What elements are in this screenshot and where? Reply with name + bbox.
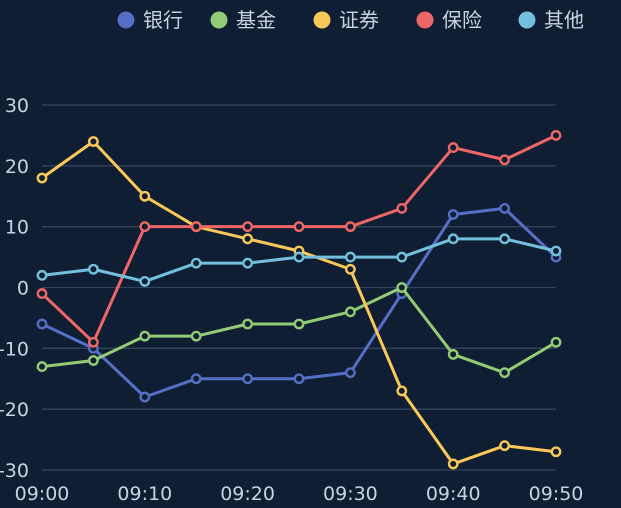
series-lines xyxy=(36,130,562,470)
data-point[interactable] xyxy=(499,233,510,245)
x-tick-label: 09:50 xyxy=(529,483,584,505)
data-point[interactable] xyxy=(447,233,459,245)
data-point[interactable] xyxy=(242,373,254,385)
legend-item[interactable]: 基金 xyxy=(210,8,277,32)
data-point[interactable] xyxy=(36,269,48,281)
y-tick-label: 0 xyxy=(17,278,29,300)
y-tick-label: -30 xyxy=(0,460,29,482)
series-保险 xyxy=(36,130,562,348)
data-point[interactable] xyxy=(396,282,408,293)
y-tick-label: -10 xyxy=(0,338,29,360)
legend-item[interactable]: 证券 xyxy=(313,8,380,32)
data-point[interactable] xyxy=(88,336,99,348)
data-point[interactable] xyxy=(242,233,254,245)
series-其他 xyxy=(36,233,562,287)
data-point[interactable] xyxy=(139,276,151,287)
y-tick-label: 20 xyxy=(5,156,29,178)
series-证券 xyxy=(36,136,562,470)
x-tick-label: 09:00 xyxy=(15,483,70,505)
data-point[interactable] xyxy=(293,373,305,385)
data-point[interactable] xyxy=(293,318,305,330)
data-point[interactable] xyxy=(344,367,356,379)
data-point[interactable] xyxy=(550,130,562,141)
legend-marker-icon xyxy=(518,11,536,29)
data-point[interactable] xyxy=(447,142,459,153)
data-point[interactable] xyxy=(550,245,562,257)
legend-marker-icon xyxy=(313,11,331,29)
data-point[interactable] xyxy=(139,190,151,202)
series-line xyxy=(40,286,558,375)
data-point[interactable] xyxy=(88,136,99,147)
series-银行 xyxy=(36,203,562,403)
data-point[interactable] xyxy=(344,263,356,275)
data-point[interactable] xyxy=(499,440,510,452)
legend-label: 保险 xyxy=(442,8,482,32)
legend[interactable]: 银行 基金 证券 保险 其他 xyxy=(117,8,585,32)
x-tick-label: 09:10 xyxy=(117,483,172,505)
data-point[interactable] xyxy=(242,221,254,233)
data-point[interactable] xyxy=(447,349,459,360)
data-point[interactable] xyxy=(36,361,48,372)
data-point[interactable] xyxy=(396,203,408,214)
x-tick-label: 09:30 xyxy=(323,483,378,505)
series-line xyxy=(40,140,558,466)
legend-label: 银行 xyxy=(143,8,183,32)
series-基金 xyxy=(36,282,562,379)
data-point[interactable] xyxy=(550,336,562,348)
data-point[interactable] xyxy=(499,154,510,166)
data-point[interactable] xyxy=(88,263,99,275)
y-tick-label: 10 xyxy=(5,217,29,239)
data-point[interactable] xyxy=(499,203,510,214)
legend-item[interactable]: 其他 xyxy=(518,8,585,32)
data-point[interactable] xyxy=(550,446,562,458)
data-point[interactable] xyxy=(190,373,202,385)
x-axis-tick-labels: 09:00 09:10 09:20 09:30 09:40 09:50 xyxy=(15,483,584,505)
data-point[interactable] xyxy=(499,367,510,379)
data-point[interactable] xyxy=(36,318,48,330)
legend-label: 证券 xyxy=(339,8,379,32)
data-point[interactable] xyxy=(139,221,151,233)
y-tick-label: -20 xyxy=(0,399,29,421)
data-point[interactable] xyxy=(36,172,48,184)
data-point[interactable] xyxy=(447,458,459,470)
data-point[interactable] xyxy=(396,385,408,397)
data-point[interactable] xyxy=(293,251,305,263)
legend-label: 基金 xyxy=(236,8,276,32)
legend-marker-icon xyxy=(210,11,228,29)
data-point[interactable] xyxy=(36,288,48,299)
data-point[interactable] xyxy=(396,251,408,263)
data-point[interactable] xyxy=(190,257,202,269)
legend-item[interactable]: 保险 xyxy=(416,8,483,32)
data-point[interactable] xyxy=(447,209,459,220)
data-point[interactable] xyxy=(344,306,356,318)
data-point[interactable] xyxy=(139,330,151,342)
data-point[interactable] xyxy=(242,318,254,330)
data-point[interactable] xyxy=(139,391,151,403)
data-point[interactable] xyxy=(190,221,202,233)
data-point[interactable] xyxy=(242,257,254,269)
legend-marker-icon xyxy=(117,11,135,29)
data-point[interactable] xyxy=(344,221,356,233)
data-point[interactable] xyxy=(293,221,305,233)
data-point[interactable] xyxy=(344,251,356,263)
legend-marker-icon xyxy=(416,11,434,29)
x-tick-label: 09:20 xyxy=(220,483,275,505)
series-line xyxy=(40,206,558,399)
legend-item[interactable]: 银行 xyxy=(117,8,184,32)
x-tick-label: 09:40 xyxy=(426,483,481,505)
data-point[interactable] xyxy=(190,330,202,342)
y-axis-tick-labels: -30 -20 -10 0 10 20 30 xyxy=(0,95,29,482)
legend-label: 其他 xyxy=(544,8,584,32)
data-point[interactable] xyxy=(88,355,99,366)
y-tick-label: 30 xyxy=(5,95,29,117)
